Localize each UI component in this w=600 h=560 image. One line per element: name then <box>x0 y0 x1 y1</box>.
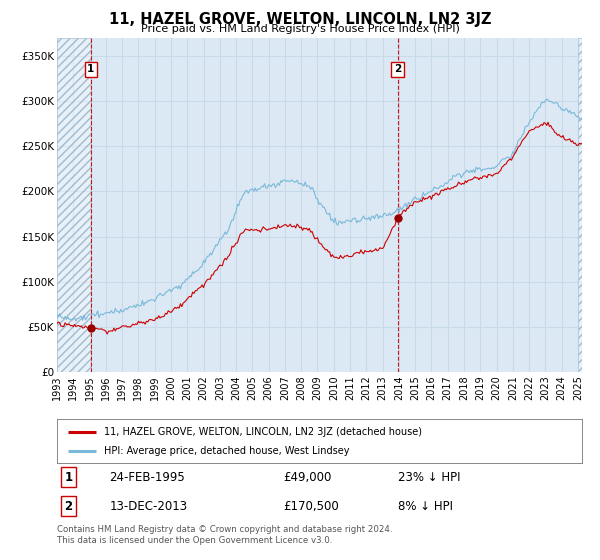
Text: 11, HAZEL GROVE, WELTON, LINCOLN, LN2 3JZ: 11, HAZEL GROVE, WELTON, LINCOLN, LN2 3J… <box>109 12 491 27</box>
Text: 1: 1 <box>87 64 95 74</box>
Text: 1: 1 <box>64 470 73 484</box>
Bar <box>57 38 91 372</box>
Text: 8% ↓ HPI: 8% ↓ HPI <box>398 500 453 513</box>
Text: 11, HAZEL GROVE, WELTON, LINCOLN, LN2 3JZ (detached house): 11, HAZEL GROVE, WELTON, LINCOLN, LN2 3J… <box>104 427 422 437</box>
Text: Price paid vs. HM Land Registry's House Price Index (HPI): Price paid vs. HM Land Registry's House … <box>140 24 460 34</box>
Text: Contains HM Land Registry data © Crown copyright and database right 2024.
This d: Contains HM Land Registry data © Crown c… <box>57 525 392 545</box>
Bar <box>578 38 582 372</box>
Bar <box>57 38 91 372</box>
Text: 2: 2 <box>394 64 401 74</box>
Text: £170,500: £170,500 <box>283 500 338 513</box>
Text: HPI: Average price, detached house, West Lindsey: HPI: Average price, detached house, West… <box>104 446 350 456</box>
Text: £49,000: £49,000 <box>283 470 331 484</box>
Text: 23% ↓ HPI: 23% ↓ HPI <box>398 470 461 484</box>
Text: 13-DEC-2013: 13-DEC-2013 <box>110 500 188 513</box>
Text: 24-FEB-1995: 24-FEB-1995 <box>110 470 185 484</box>
Bar <box>578 38 582 372</box>
Text: 2: 2 <box>64 500 73 513</box>
